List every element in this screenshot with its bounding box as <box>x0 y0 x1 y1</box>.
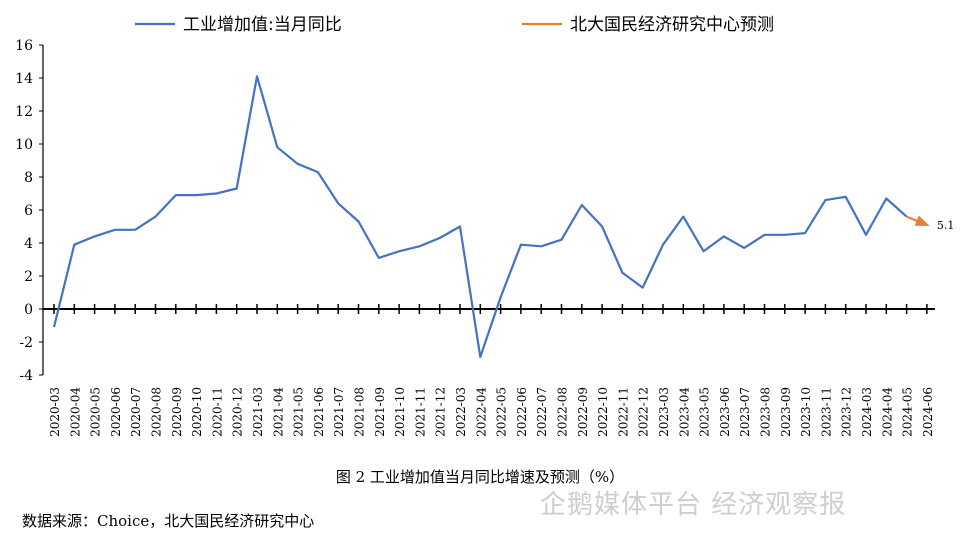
x-tick-label: 2021-11 <box>413 387 427 437</box>
x-tick-label: 2023-06 <box>718 387 732 437</box>
y-tick-label: 0 <box>24 302 33 318</box>
legend-label-actual: 工业增加值:当月同比 <box>183 15 342 35</box>
y-tick-label: 10 <box>15 137 33 153</box>
x-tick-label: 2021-03 <box>251 387 265 437</box>
x-tick-label: 2023-11 <box>819 387 833 437</box>
x-tick-label: 2020-06 <box>109 387 123 437</box>
x-tick-label: 2022-11 <box>616 387 630 437</box>
y-tick-label: 4 <box>24 236 33 252</box>
x-tick-label: 2021-10 <box>393 387 407 437</box>
legend: 工业增加值:当月同比 北大国民经济研究中心预测 <box>135 15 774 35</box>
x-tick-label: 2020-11 <box>210 387 224 437</box>
legend-label-forecast: 北大国民经济研究中心预测 <box>570 15 774 35</box>
y-tick-label: 2 <box>24 269 33 285</box>
x-tick-label: 2023-07 <box>738 387 752 437</box>
x-tick-label: 2022-07 <box>535 387 549 437</box>
x-tick-label: 2023-10 <box>799 387 813 437</box>
x-tick-label: 2021-07 <box>332 387 346 437</box>
y-tick-label: 14 <box>15 71 33 87</box>
x-tick-label: 2020-10 <box>190 387 204 437</box>
x-tick-label: 2022-04 <box>474 387 488 437</box>
line-chart: 工业增加值:当月同比 北大国民经济研究中心预测 16 14 12 10 8 6 4 2 0 -2 -… <box>15 15 955 437</box>
x-tick-label: 2023-09 <box>779 387 793 437</box>
y-tick-label: -2 <box>19 335 33 351</box>
forecast-data-label: 5.1 <box>937 219 955 232</box>
x-tick-label: 2020-12 <box>231 387 245 437</box>
x-tick-label: 2023-08 <box>759 387 773 437</box>
watermark: 企鹅媒体平台 经济观察报 <box>540 490 847 520</box>
series-lines: 5.1 <box>52 75 955 358</box>
y-tick-label: 6 <box>24 203 33 219</box>
x-tick-label: 2022-08 <box>556 387 570 437</box>
y-axis-ticks: 16 14 12 10 8 6 4 2 0 -2 -4 <box>15 38 43 384</box>
x-tick-label: 2021-06 <box>312 387 326 437</box>
x-tick-label: 2020-05 <box>89 387 103 437</box>
figure-caption: 图 2 工业增加值当月同比增速及预测（%） <box>335 468 625 486</box>
x-tick-label: 2021-09 <box>373 387 387 437</box>
x-tick-label: 2020-09 <box>170 387 184 437</box>
x-tick-label: 2020-08 <box>150 387 164 437</box>
x-tick-label: 2020-07 <box>129 387 143 437</box>
x-tick-label: 2024-06 <box>921 387 935 437</box>
x-tick-label: 2021-04 <box>271 387 285 437</box>
x-tick-label: 2020-03 <box>48 387 62 437</box>
y-tick-label: -4 <box>19 368 33 384</box>
x-tick-label: 2022-10 <box>596 387 610 437</box>
axes <box>42 45 935 375</box>
forecast-arrowhead <box>914 215 930 226</box>
x-tick-label: 2021-05 <box>292 387 306 437</box>
y-tick-label: 12 <box>15 104 33 120</box>
x-tick-label: 2023-12 <box>840 387 854 437</box>
x-tick-label: 2022-09 <box>576 387 590 437</box>
x-tick-label: 2024-04 <box>880 387 894 437</box>
x-tick-label: 2022-05 <box>495 387 509 437</box>
x-tick-label: 2021-12 <box>434 387 448 437</box>
x-tick-label: 2023-04 <box>677 387 691 437</box>
series-line-actual <box>52 75 908 358</box>
x-tick-label: 2023-03 <box>657 387 671 437</box>
x-tick-label: 2024-03 <box>860 387 874 437</box>
data-source: 数据来源：Choice，北大国民经济研究中心 <box>22 512 315 530</box>
x-tick-label: 2021-08 <box>353 387 367 437</box>
x-tick-label: 2022-12 <box>637 387 651 437</box>
y-tick-label: 16 <box>15 38 33 54</box>
x-tick-label: 2023-05 <box>698 387 712 437</box>
x-tick-label: 2020-04 <box>68 387 82 437</box>
x-tick-label: 2024-05 <box>901 387 915 437</box>
x-axis-ticks: 2020-03 2020-04 2020-05 2020-06 2020-07 2020-… <box>48 304 935 437</box>
x-tick-label: 2022-06 <box>515 387 529 437</box>
y-tick-label: 8 <box>24 170 33 186</box>
x-tick-label: 2022-03 <box>454 387 468 437</box>
